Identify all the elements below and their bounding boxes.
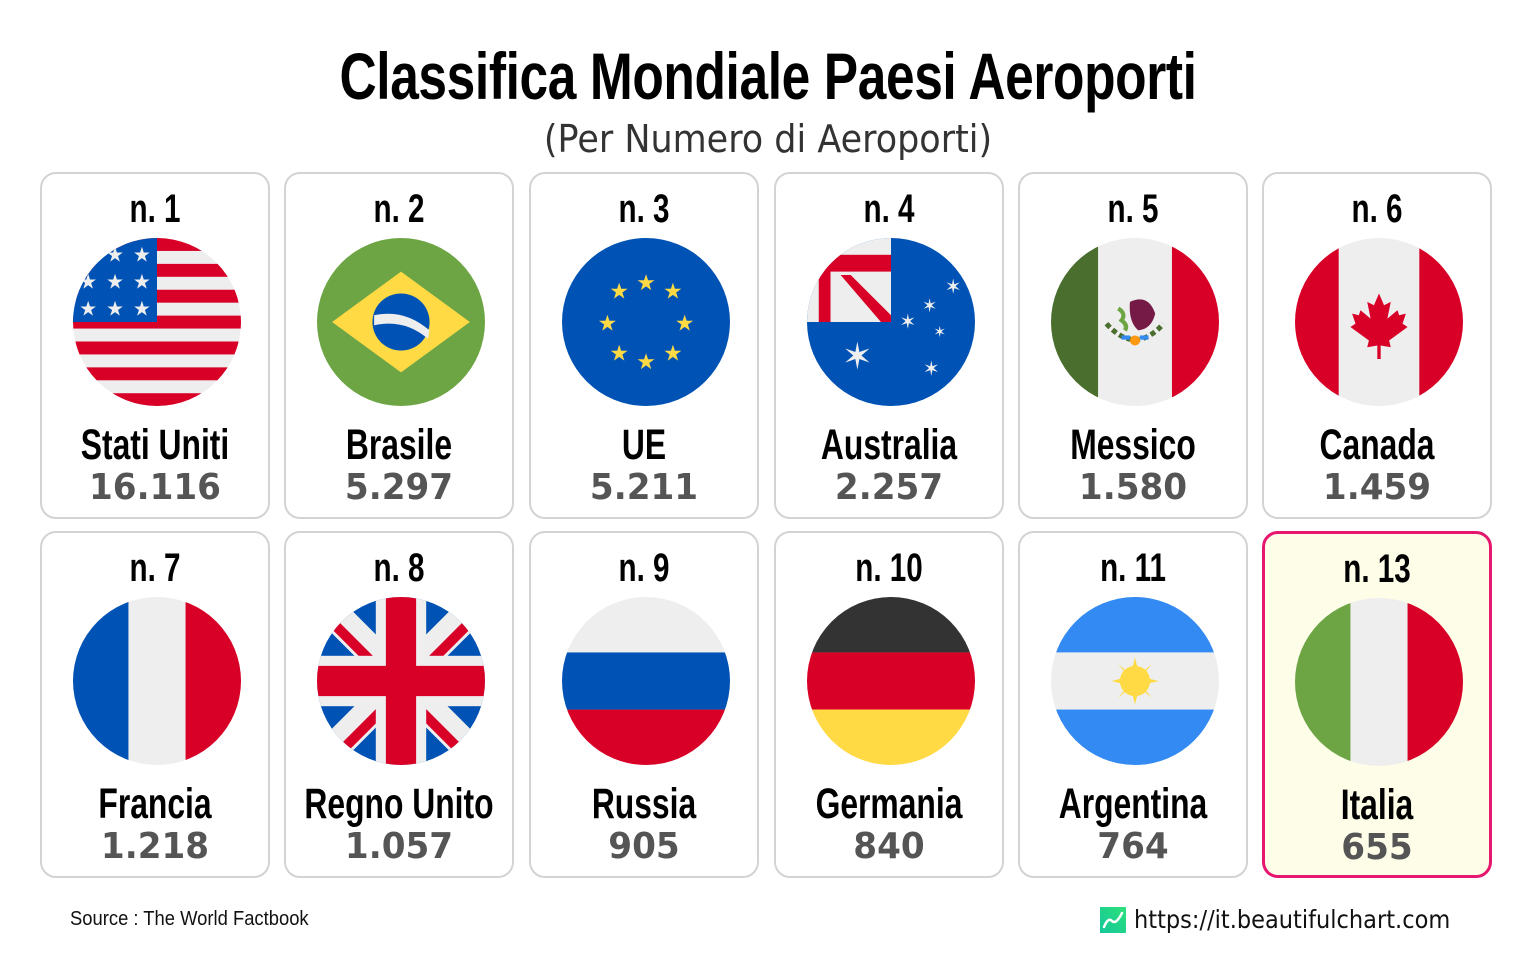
country-card: n. 10 Germania 840 <box>774 531 1004 878</box>
svg-text:★: ★ <box>609 279 629 304</box>
country-name: Argentina <box>1058 780 1208 828</box>
svg-text:✶: ✶ <box>899 310 916 334</box>
country-card-highlighted: n. 13 Italia 655 <box>1262 531 1492 878</box>
airport-count: 1.459 <box>1322 467 1432 508</box>
country-card: n. 3 ★ ★ ★ ★ ★ ★ ★ ★ UE 5.211 <box>529 172 759 519</box>
svg-text:★: ★ <box>636 271 656 296</box>
country-card: n. 4 ✶ ✶ ✶ ✶ ✶ ✶ Australia 2.257 <box>774 172 1004 519</box>
country-name: Brasile <box>345 421 453 469</box>
country-card: n. 9 Russia 905 <box>529 531 759 878</box>
ranking-grid: n. 1 ★ ★ ★ ★ ★ ★ ★ ★ Stati Uniti 16.1 <box>40 172 1492 878</box>
svg-text:★: ★ <box>106 269 124 293</box>
airport-count: 1.580 <box>1078 467 1188 508</box>
airport-count: 905 <box>608 826 680 867</box>
eu-flag-icon: ★ ★ ★ ★ ★ ★ ★ ★ <box>562 238 730 406</box>
airport-count: 655 <box>1341 827 1413 868</box>
country-card: n. 11 Argentina 764 <box>1018 531 1248 878</box>
site-link[interactable]: https://it.beautifulchart.com <box>1100 905 1485 934</box>
italy-flag-icon <box>1295 598 1463 766</box>
svg-text:★: ★ <box>609 342 629 367</box>
country-card: n. 5 Messico 1.580 <box>1018 172 1248 519</box>
svg-text:★: ★ <box>106 296 124 320</box>
russia-flag-icon <box>562 597 730 765</box>
svg-text:✶: ✶ <box>945 274 962 298</box>
svg-text:✶: ✶ <box>923 357 940 381</box>
page-title: Classifica Mondiale Paesi Aeroporti <box>339 39 1197 113</box>
france-flag-icon <box>73 597 241 765</box>
airport-count: 5.297 <box>344 467 454 508</box>
airport-count: 840 <box>853 826 925 867</box>
country-name: Germania <box>815 780 963 828</box>
mexico-flag-icon <box>1051 238 1219 406</box>
country-card: n. 6 Canada 1.459 <box>1262 172 1492 519</box>
svg-text:★: ★ <box>675 311 695 336</box>
australia-flag-icon: ✶ ✶ ✶ ✶ ✶ ✶ <box>807 238 975 406</box>
svg-text:★: ★ <box>663 279 683 304</box>
rank-label: n. 9 <box>618 546 670 590</box>
svg-text:★: ★ <box>133 296 151 320</box>
rank-label: n. 2 <box>373 187 425 231</box>
brazil-flag-icon <box>317 238 485 406</box>
canada-flag-icon <box>1295 238 1463 406</box>
svg-text:★: ★ <box>106 243 124 267</box>
country-name: Australia <box>820 421 958 469</box>
germany-flag-icon <box>807 597 975 765</box>
country-name: Regno Unito <box>304 780 494 828</box>
svg-text:✶: ✶ <box>842 335 873 378</box>
svg-text:★: ★ <box>79 269 97 293</box>
country-name: Francia <box>98 780 212 828</box>
country-card: n. 8 Regno Unito 1.057 <box>284 531 514 878</box>
usa-flag-icon: ★ ★ ★ ★ ★ ★ ★ ★ <box>73 238 241 406</box>
rank-label: n. 3 <box>618 187 670 231</box>
svg-text:★: ★ <box>133 269 151 293</box>
country-card: n. 1 ★ ★ ★ ★ ★ ★ ★ ★ Stati Uniti 16.1 <box>40 172 270 519</box>
svg-text:✶: ✶ <box>933 323 946 341</box>
airport-count: 1.218 <box>100 826 210 867</box>
country-card: n. 7 Francia 1.218 <box>40 531 270 878</box>
rank-label: n. 5 <box>1107 187 1159 231</box>
country-name: UE <box>621 421 667 469</box>
uk-flag-icon <box>317 597 485 765</box>
svg-text:★: ★ <box>636 350 656 375</box>
country-name: Stati Uniti <box>80 421 230 469</box>
svg-text:★: ★ <box>663 342 683 367</box>
source-note: Source : The World Factbook <box>70 908 309 930</box>
rank-label: n. 11 <box>1100 546 1166 590</box>
country-name: Italia <box>1340 781 1414 829</box>
rank-label: n. 8 <box>373 546 425 590</box>
rank-label: n. 4 <box>863 187 915 231</box>
rank-label: n. 1 <box>129 187 181 231</box>
svg-text:★: ★ <box>598 311 618 336</box>
svg-text:★: ★ <box>133 243 151 267</box>
rank-label: n. 6 <box>1351 187 1403 231</box>
svg-text:★: ★ <box>79 296 97 320</box>
rank-label: n. 7 <box>129 546 181 590</box>
rank-label: n. 13 <box>1343 547 1411 591</box>
beautifulchart-logo-icon <box>1100 906 1126 933</box>
country-name: Canada <box>1319 421 1435 469</box>
airport-count: 764 <box>1097 826 1169 867</box>
country-name: Russia <box>591 780 697 828</box>
country-card: n. 2 Brasile 5.297 <box>284 172 514 519</box>
airport-count: 2.257 <box>834 467 944 508</box>
country-name: Messico <box>1070 421 1196 469</box>
svg-text:✶: ✶ <box>922 296 937 317</box>
rank-label: n. 10 <box>855 546 923 590</box>
argentina-flag-icon <box>1051 597 1219 765</box>
airport-count: 1.057 <box>344 826 454 867</box>
site-url[interactable]: https://it.beautifulchart.com <box>1134 905 1451 934</box>
airport-count: 16.116 <box>89 467 221 508</box>
page-subtitle: (Per Numero di Aeroporti) <box>543 117 993 161</box>
airport-count: 5.211 <box>589 467 699 508</box>
